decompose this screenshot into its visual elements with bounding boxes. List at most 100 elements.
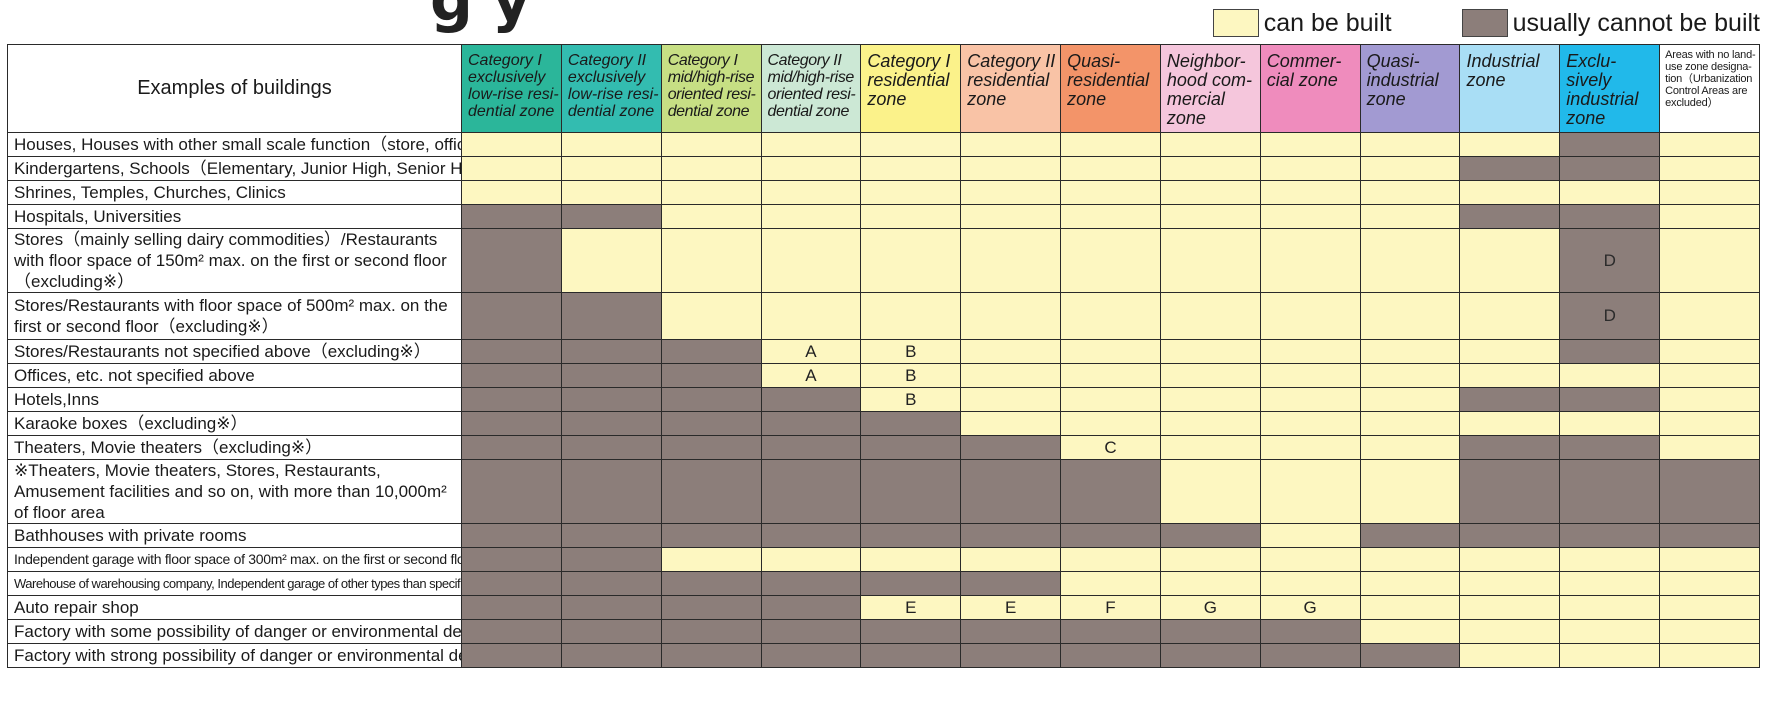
cell-cannot-be-built xyxy=(960,619,1062,644)
cell-can-be-built xyxy=(1659,619,1760,644)
legend: can be built usually cannot be built xyxy=(1212,8,1760,38)
zone-header-line: mercial xyxy=(1166,89,1225,109)
legend-swatch-no xyxy=(1461,9,1508,37)
zone-header-13: Areas with no land-use zone designa-tion… xyxy=(1659,44,1760,133)
cell-cannot-be-built xyxy=(1459,459,1561,524)
building-example-label: Shrines, Temples, Churches, Clinics xyxy=(7,180,462,205)
table-row: Factory with strong possibility of dange… xyxy=(7,643,1760,668)
cell-cannot-be-built xyxy=(560,387,662,412)
cell-can-be-built xyxy=(461,180,562,205)
cell-can-be-built xyxy=(1659,180,1760,205)
cell-can-be-built xyxy=(1359,459,1461,524)
cell-can-be-built xyxy=(1359,132,1461,157)
cell-can-be-built xyxy=(1359,387,1461,412)
cell-can-be-built xyxy=(960,339,1062,364)
zone-header-line: oriented resi- xyxy=(667,86,756,103)
cell-can-be-built xyxy=(960,204,1062,229)
zone-header-line: Category II xyxy=(767,52,842,69)
table-row: Stores（mainly selling dairy commodities）… xyxy=(7,228,1760,293)
cell-can-be-built xyxy=(560,228,662,293)
zone-header-line: residential xyxy=(1067,70,1150,90)
cell-cannot-be-built xyxy=(560,523,662,548)
cell-cannot-be-built xyxy=(1060,523,1161,548)
cell-cannot-be-built xyxy=(461,459,562,524)
cell-can-be-built xyxy=(1259,292,1361,340)
zone-header-line: zone xyxy=(1566,108,1606,128)
cell-cannot-be-built xyxy=(660,643,762,668)
cell-can-be-built xyxy=(660,547,762,572)
cell-can-be-built xyxy=(1359,156,1461,181)
page-title-fragment: g y xyxy=(430,0,531,35)
cell-cannot-be-built xyxy=(1459,435,1561,460)
zone-header-2: Category II exclusively low-rise resi-dent… xyxy=(560,44,662,133)
cell-can-be-built xyxy=(1659,363,1760,388)
building-example-label: ※Theaters, Movie theaters, Stores, Resta… xyxy=(7,459,462,524)
cell-can-be-built xyxy=(1559,643,1661,668)
cell-can-be-built xyxy=(860,132,962,157)
cell-can-be-built xyxy=(1259,547,1361,572)
building-example-label: Hospitals, Universities xyxy=(7,204,462,229)
cell-can-be-built xyxy=(1259,204,1361,229)
cell-cannot-be-built xyxy=(1459,387,1561,412)
zone-header-line: excluded） xyxy=(1665,97,1719,109)
cell-cannot-be-built xyxy=(860,571,962,596)
zone-header-line: oriented resi- xyxy=(767,86,856,103)
cell-cannot-be-built xyxy=(760,619,862,644)
cell-can-be-built: C xyxy=(1060,435,1161,460)
cell-can-be-built xyxy=(860,180,962,205)
cell-cannot-be-built xyxy=(1559,156,1661,181)
cell-cannot-be-built xyxy=(660,459,762,524)
cell-cannot-be-built xyxy=(1359,523,1461,548)
cell-cannot-be-built xyxy=(760,387,862,412)
cell-cannot-be-built xyxy=(461,387,562,412)
building-example-label: Stores/Restaurants with floor space of 5… xyxy=(7,292,462,340)
cell-can-be-built xyxy=(1359,292,1461,340)
cell-can-be-built xyxy=(1060,156,1161,181)
legend-item-can-be-built: can be built xyxy=(1212,9,1392,38)
zone-header-6: Category II residential zone xyxy=(960,44,1062,133)
zone-header-line: Category I xyxy=(667,52,738,69)
legend-label-no: usually cannot be built xyxy=(1512,8,1760,37)
zone-header-line: zone xyxy=(1366,89,1406,109)
cell-cannot-be-built xyxy=(560,411,662,436)
cell-cannot-be-built xyxy=(1659,459,1760,524)
zone-header-line: exclusively xyxy=(468,69,546,86)
cell-cannot-be-built xyxy=(760,595,862,620)
cell-can-be-built: G xyxy=(1259,595,1361,620)
cell-can-be-built xyxy=(960,547,1062,572)
cell-can-be-built xyxy=(1159,387,1261,412)
table-row: Offices, etc. not specified above A B xyxy=(7,363,1760,388)
cell-can-be-built xyxy=(760,180,862,205)
cell-cannot-be-built xyxy=(1060,619,1161,644)
cell-cannot-be-built: D xyxy=(1559,228,1661,293)
table-row: Factory with some possibility of danger … xyxy=(7,619,1760,644)
cell-cannot-be-built xyxy=(960,435,1062,460)
cell-cannot-be-built xyxy=(1559,132,1661,157)
legend-swatch-yes xyxy=(1212,9,1259,37)
cell-cannot-be-built xyxy=(660,387,762,412)
cell-can-be-built xyxy=(1259,411,1361,436)
cell-can-be-built xyxy=(1159,156,1261,181)
cell-cannot-be-built xyxy=(560,619,662,644)
cell-can-be-built xyxy=(1159,132,1261,157)
zone-header-line: exclusively xyxy=(567,69,646,86)
cell-cannot-be-built xyxy=(461,643,562,668)
cell-can-be-built xyxy=(1659,411,1760,436)
building-example-label: Bathhouses with private rooms xyxy=(7,523,462,548)
zone-header-line: Areas with no land- xyxy=(1665,49,1756,61)
cell-can-be-built xyxy=(1659,435,1760,460)
cell-cannot-be-built xyxy=(860,523,962,548)
cell-can-be-built xyxy=(1259,228,1361,293)
zone-header-7: Quasi-residential zone xyxy=(1060,44,1161,133)
cell-can-be-built xyxy=(860,204,962,229)
cell-cannot-be-built xyxy=(560,571,662,596)
cell-can-be-built xyxy=(1559,571,1661,596)
cell-can-be-built xyxy=(1659,547,1760,572)
cell-cannot-be-built xyxy=(560,643,662,668)
cell-cannot-be-built xyxy=(660,595,762,620)
cell-can-be-built xyxy=(1459,180,1561,205)
cell-cannot-be-built xyxy=(760,459,862,524)
cell-can-be-built xyxy=(1159,339,1261,364)
zone-header-line: Quasi- xyxy=(1067,51,1121,71)
